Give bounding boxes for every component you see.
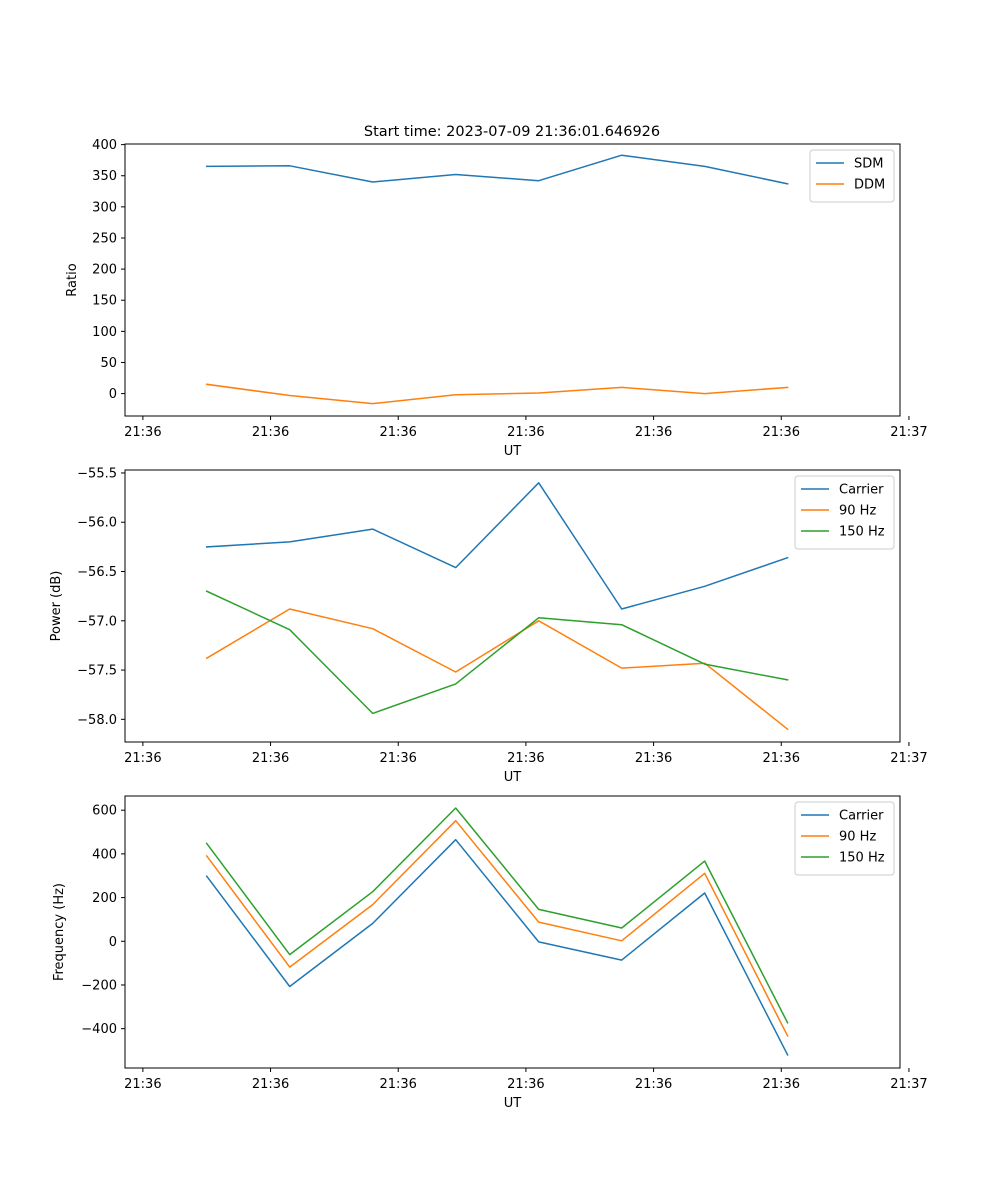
- x-tick-label: 21:36: [763, 1077, 800, 1092]
- x-tick-label: 21:36: [507, 751, 544, 766]
- x-tick-label: 21:36: [635, 1077, 672, 1092]
- y-tick-label: 250: [92, 231, 117, 246]
- y-tick-label: 200: [92, 263, 117, 278]
- legend: Carrier 90 Hz 150 Hz: [794, 801, 895, 876]
- series-line-sdm: [205, 154, 789, 185]
- x-tick-label: 21:36: [124, 751, 161, 766]
- x-tick-label: 21:36: [379, 1077, 416, 1092]
- x-tick-label: 21:36: [379, 425, 416, 440]
- legend-label: 150 Hz: [839, 525, 885, 540]
- x-tick-label: 21:36: [124, 1077, 161, 1092]
- legend-label: 90 Hz: [839, 504, 876, 519]
- y-tick-label: 0: [109, 935, 117, 950]
- y-tick-label: 150: [92, 294, 117, 309]
- y-tick-label: −58.0: [77, 713, 117, 728]
- y-tick-label: 400: [92, 847, 117, 862]
- y-tick-label: 400: [92, 138, 117, 153]
- legend: Carrier 90 Hz 150 Hz: [794, 475, 895, 550]
- x-axis-label: UT: [504, 444, 522, 459]
- series-line-carrier: [205, 482, 789, 610]
- panel-2: 21:36 21:36 21:36 21:36 21:36 21:36 21:37 −58.0…: [49, 466, 928, 785]
- y-tick-label: −55.5: [77, 466, 117, 481]
- x-tick-label: 21:37: [890, 425, 927, 440]
- x-tick-label: 21:36: [635, 425, 672, 440]
- legend: SDM DDM: [809, 149, 895, 203]
- x-tick-label: 21:36: [763, 425, 800, 440]
- panel-1: 21:36 21:36 21:36 21:36 21:36 21:36 21:37 0 50 10…: [65, 138, 928, 459]
- y-tick-label: 300: [92, 200, 117, 215]
- y-tick-label: −400: [81, 1022, 117, 1037]
- x-tick-label: 21:36: [635, 751, 672, 766]
- y-axis-label: Ratio: [65, 263, 80, 296]
- x-tick-label: 21:36: [507, 1077, 544, 1092]
- y-tick-label: −200: [81, 978, 117, 993]
- x-tick-label: 21:36: [379, 751, 416, 766]
- y-tick-label: 100: [92, 325, 117, 340]
- figure-title: Start time: 2023-07-09 21:36:01.646926: [364, 124, 660, 140]
- x-axis-label: UT: [504, 1096, 522, 1111]
- x-tick-label: 21:36: [252, 1077, 289, 1092]
- panel-3: 21:36 21:36 21:36 21:36 21:36 21:36 21:37 −400 −…: [52, 795, 928, 1111]
- axes-frame: [124, 469, 901, 743]
- series-line-ddm: [205, 383, 789, 405]
- y-tick-label: −57.5: [77, 664, 117, 679]
- y-axis-label: Frequency (Hz): [52, 883, 67, 981]
- x-tick-label: 21:36: [252, 751, 289, 766]
- series-line-carrier: [205, 838, 789, 1056]
- x-tick-label: 21:37: [890, 1077, 927, 1092]
- y-tick-label: −57.0: [77, 614, 117, 629]
- y-tick-label: 200: [92, 891, 117, 906]
- series-line-90-hz: [205, 819, 789, 1037]
- y-tick-label: 350: [92, 169, 117, 184]
- x-tick-label: 21:36: [124, 425, 161, 440]
- y-axis-label: Power (dB): [49, 571, 64, 642]
- legend-label: DDM: [854, 178, 885, 193]
- axes-frame: [124, 795, 901, 1069]
- x-tick-label: 21:36: [507, 425, 544, 440]
- x-tick-label: 21:37: [890, 751, 927, 766]
- axes-frame: [124, 143, 901, 417]
- y-tick-label: −56.0: [77, 516, 117, 531]
- y-tick-label: 50: [100, 356, 117, 371]
- y-tick-label: 600: [92, 804, 117, 819]
- legend-label: SDM: [854, 157, 883, 172]
- legend-label: Carrier: [839, 809, 884, 824]
- y-tick-label: −56.5: [77, 565, 117, 580]
- series-line-150-hz: [205, 807, 789, 1024]
- legend-label: Carrier: [839, 483, 884, 498]
- legend-label: 150 Hz: [839, 851, 885, 866]
- legend-label: 90 Hz: [839, 830, 876, 845]
- series-line-90-hz: [205, 608, 789, 731]
- series-line-150-hz: [205, 590, 789, 715]
- x-tick-label: 21:36: [763, 751, 800, 766]
- x-tick-label: 21:36: [252, 425, 289, 440]
- y-tick-label: 0: [109, 387, 117, 402]
- x-axis-label: UT: [504, 770, 522, 785]
